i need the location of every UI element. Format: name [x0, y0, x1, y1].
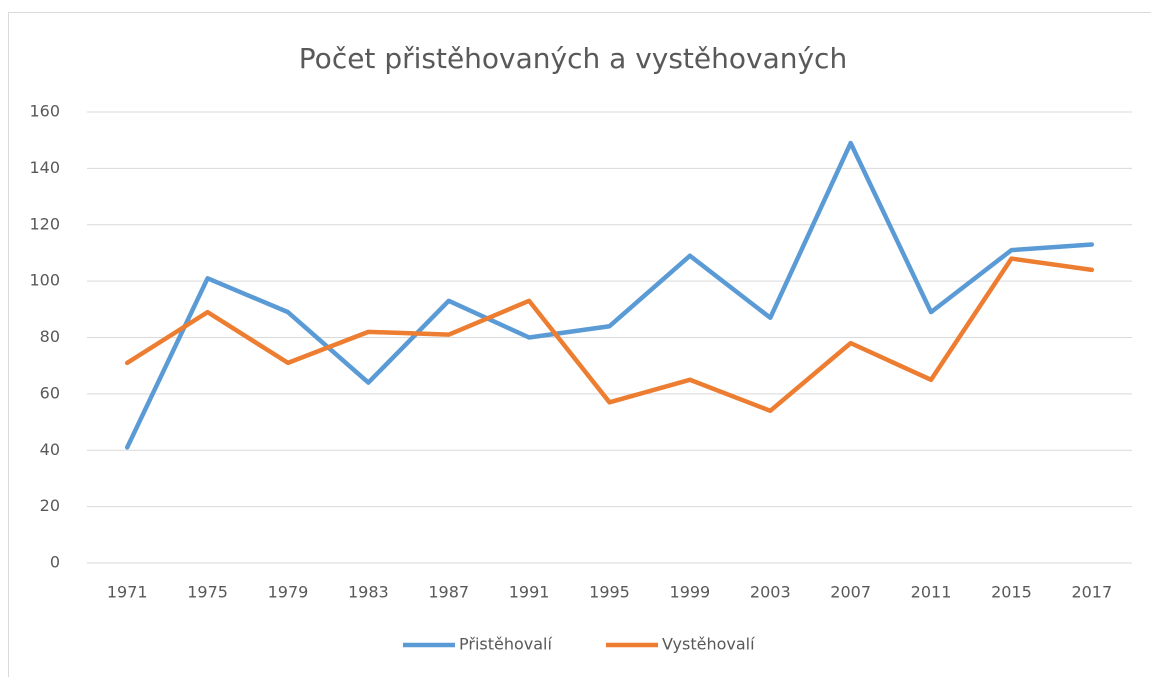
legend-label: Přistěhovalí — [459, 635, 552, 654]
series-line — [124, 256, 1095, 414]
x-tick-label: 1975 — [187, 583, 228, 602]
x-tick-label: 2017 — [1071, 583, 1112, 602]
legend-label: Vystěhovalí — [662, 635, 755, 654]
x-tick-label: 1971 — [107, 583, 148, 602]
y-tick-label: 80 — [40, 327, 60, 346]
y-tick-label: 140 — [29, 158, 60, 177]
y-tick-label: 120 — [29, 214, 60, 233]
y-tick-label: 40 — [40, 440, 60, 459]
x-tick-label: 1995 — [589, 583, 630, 602]
x-tick-label: 1991 — [509, 583, 550, 602]
x-tick-label: 1983 — [348, 583, 389, 602]
x-tick-label: 2007 — [830, 583, 871, 602]
y-tick-label: 0 — [50, 553, 60, 572]
y-tick-label: 160 — [29, 102, 60, 121]
x-tick-label: 1987 — [428, 583, 469, 602]
x-tick-label: 2011 — [911, 583, 952, 602]
y-tick-label: 60 — [40, 383, 60, 402]
chart-frame — [8, 12, 1151, 677]
x-tick-label: 1979 — [268, 583, 309, 602]
y-tick-label: 20 — [40, 496, 60, 515]
chart-title: Počet přistěhovaných a vystěhovaných — [299, 42, 847, 75]
y-tick-label: 100 — [29, 271, 60, 290]
x-tick-label: 2015 — [991, 583, 1032, 602]
x-tick-label: 1999 — [670, 583, 711, 602]
x-tick-label: 2003 — [750, 583, 791, 602]
series-line — [124, 140, 1095, 450]
